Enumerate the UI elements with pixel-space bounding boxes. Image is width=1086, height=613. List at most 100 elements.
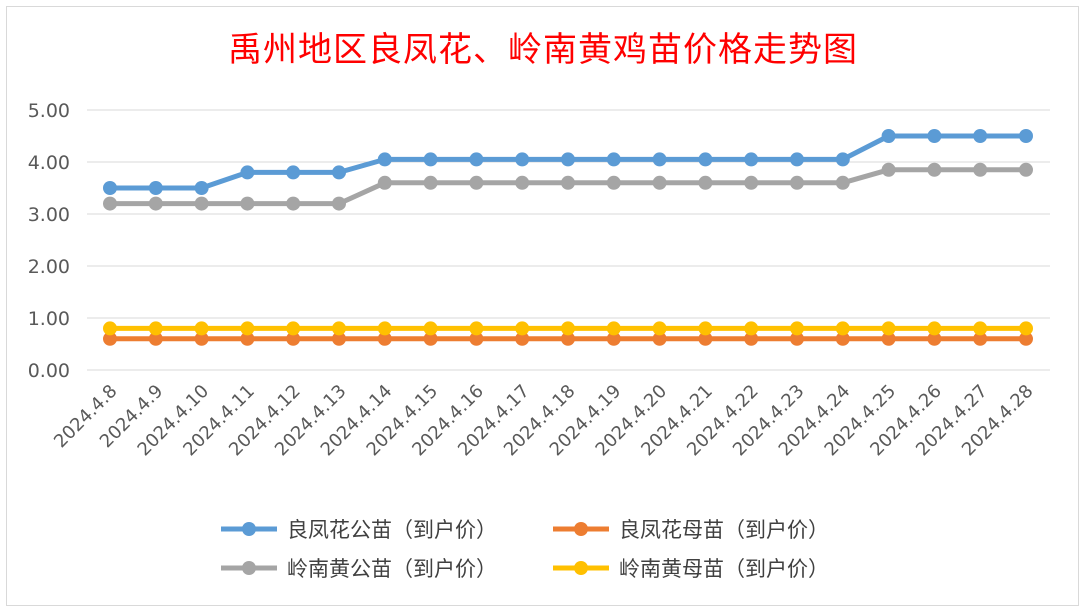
data-point — [606, 175, 621, 190]
data-point — [835, 152, 850, 167]
data-point — [240, 165, 255, 180]
data-point — [515, 175, 530, 190]
y-tick-label: 4.00 — [28, 152, 70, 174]
data-point — [240, 331, 255, 346]
legend-label: 良凤花母苗（到户价） — [619, 518, 829, 542]
x-axis: 2024.4.82024.4.92024.4.102024.4.112024.4… — [50, 381, 1038, 461]
data-point — [469, 152, 484, 167]
data-point — [377, 152, 392, 167]
data-point — [194, 331, 209, 346]
data-point — [240, 321, 255, 336]
data-point — [698, 321, 713, 336]
data-point — [744, 175, 759, 190]
data-point — [1019, 331, 1033, 346]
data-point — [286, 165, 301, 180]
data-point — [103, 321, 117, 336]
data-point — [103, 196, 117, 211]
data-point — [332, 196, 346, 211]
data-point — [332, 331, 346, 346]
legend-item: 良凤花公苗（到户价） — [221, 518, 497, 542]
data-point — [469, 321, 484, 336]
data-point — [332, 321, 346, 336]
data-point — [103, 181, 117, 195]
data-point — [973, 162, 988, 177]
data-point — [1019, 162, 1033, 177]
data-point — [606, 321, 621, 336]
y-tick-label: 1.00 — [28, 308, 70, 330]
data-point — [973, 321, 988, 336]
legend-item: 良凤花母苗（到户价） — [553, 518, 829, 542]
data-point — [286, 331, 301, 346]
data-point — [194, 181, 209, 195]
data-point — [835, 331, 850, 346]
data-point — [698, 331, 713, 346]
data-point — [561, 175, 575, 190]
legend: 良凤花公苗（到户价） 良凤花母苗（到户价） 岭南黄公苗（到户价） 岭南黄母苗（到户价） — [221, 518, 829, 581]
data-point — [698, 175, 713, 190]
data-point — [652, 175, 667, 190]
data-point — [1019, 129, 1033, 143]
data-point — [148, 181, 163, 195]
data-point — [423, 321, 438, 336]
legend-marker — [574, 561, 588, 575]
data-point — [286, 196, 301, 211]
data-point — [286, 321, 301, 336]
data-point — [606, 152, 621, 167]
data-point — [423, 175, 438, 190]
legend-label: 岭南黄公苗（到户价） — [287, 557, 497, 581]
chart-frame — [6, 6, 1079, 606]
data-point — [881, 321, 896, 336]
data-point — [973, 331, 988, 346]
y-tick-label: 0.00 — [28, 360, 70, 382]
data-point — [469, 175, 484, 190]
y-tick-label: 3.00 — [28, 204, 70, 226]
data-point — [561, 331, 575, 346]
data-point — [835, 175, 850, 190]
data-point — [1019, 321, 1033, 336]
legend-item: 岭南黄公苗（到户价） — [221, 557, 497, 581]
data-point — [790, 152, 804, 167]
legend-marker — [242, 522, 256, 536]
data-point — [515, 331, 530, 346]
data-point — [927, 321, 942, 336]
data-point — [698, 152, 713, 167]
data-point — [515, 321, 530, 336]
legend-marker — [242, 561, 256, 575]
legend-label: 良凤花公苗（到户价） — [287, 518, 497, 542]
data-point — [790, 331, 804, 346]
data-point — [515, 152, 530, 167]
data-point — [652, 152, 667, 167]
data-point — [927, 129, 942, 143]
data-point — [148, 331, 163, 346]
legend-marker — [574, 522, 588, 536]
data-point — [332, 165, 346, 180]
series-layer — [103, 129, 1033, 346]
data-point — [561, 321, 575, 336]
data-point — [103, 331, 117, 346]
data-point — [194, 321, 209, 336]
data-point — [790, 321, 804, 336]
data-point — [927, 162, 942, 177]
chart-title: 禹州地区良凤花、岭南黄鸡苗价格走势图 — [228, 30, 858, 70]
data-point — [240, 196, 255, 211]
data-point — [606, 331, 621, 346]
data-point — [561, 152, 575, 167]
data-point — [423, 152, 438, 167]
data-point — [148, 321, 163, 336]
data-point — [423, 331, 438, 346]
y-tick-label: 5.00 — [28, 100, 70, 122]
data-point — [835, 321, 850, 336]
data-point — [790, 175, 804, 190]
data-point — [377, 175, 392, 190]
data-point — [973, 129, 988, 143]
data-point — [881, 331, 896, 346]
data-point — [194, 196, 209, 211]
data-point — [377, 331, 392, 346]
data-point — [881, 162, 896, 177]
data-point — [148, 196, 163, 211]
data-point — [377, 321, 392, 336]
y-axis: 0.00 1.00 2.00 3.00 4.00 5.00 — [28, 100, 70, 382]
data-point — [927, 331, 942, 346]
data-point — [744, 331, 759, 346]
